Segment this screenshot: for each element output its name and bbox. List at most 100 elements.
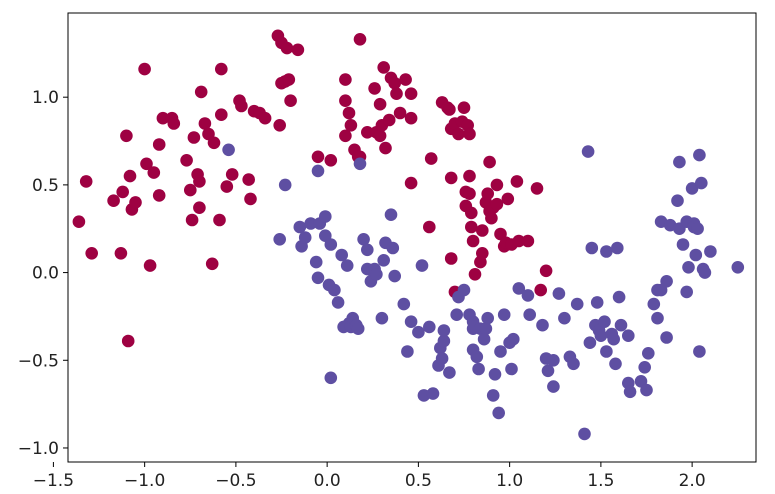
scatter-point-series1 — [468, 268, 482, 281]
scatter-point-series2 — [328, 283, 341, 297]
scatter-point-series1 — [393, 106, 407, 120]
scatter-point-series1 — [379, 141, 392, 155]
scatter-point-series2 — [435, 352, 449, 365]
scatter-point-series1 — [443, 103, 456, 116]
scatter-point-series2 — [607, 332, 620, 346]
scatter-point-series1 — [339, 129, 352, 143]
scatter-point-series2 — [412, 325, 425, 339]
scatter-point-series2 — [384, 208, 398, 221]
scatter-point-series2 — [578, 427, 591, 441]
scatter-point-series1 — [485, 211, 498, 225]
scatter-point-series1 — [483, 155, 496, 169]
points-layer — [72, 29, 745, 441]
scatter-point-series1 — [339, 73, 352, 86]
scatter-point-series1 — [121, 334, 135, 348]
scatter-point-series1 — [184, 183, 197, 197]
scatter-point-series1 — [465, 206, 478, 220]
scatter-point-series2 — [622, 329, 635, 343]
scatter-point-series2 — [609, 357, 622, 371]
scatter-point-series2 — [273, 233, 287, 246]
scatter-point-series1 — [463, 187, 476, 200]
scatter-point-series1 — [180, 154, 193, 167]
scatter-point-series2 — [731, 261, 745, 274]
scatter-point-series1 — [353, 33, 367, 46]
scatter-point-series2 — [570, 297, 584, 311]
scatter-point-series2 — [558, 311, 571, 325]
scatter-point-series1 — [311, 150, 325, 164]
scatter-point-series1 — [424, 152, 438, 165]
scatter-point-series2 — [497, 308, 511, 322]
scatter-point-series1 — [152, 138, 166, 151]
scatter-point-series2 — [353, 157, 367, 171]
scatter-point-series1 — [244, 192, 257, 206]
scatter-point-series1 — [452, 127, 465, 141]
x-tick-label: 0.5 — [405, 471, 432, 491]
scatter-point-series2 — [472, 362, 485, 376]
scatter-point-series2 — [660, 331, 673, 344]
scatter-point-series1 — [198, 117, 212, 130]
scatter-point-series1 — [116, 185, 129, 199]
scatter-point-series1 — [339, 94, 352, 107]
scatter-point-series1 — [213, 213, 226, 227]
scatter-point-series2 — [397, 297, 411, 311]
y-tick-label: 0.0 — [32, 264, 59, 284]
scatter-point-series1 — [368, 82, 381, 95]
scatter-point-series2 — [340, 259, 354, 272]
scatter-point-series1 — [215, 62, 228, 76]
scatter-point-series2 — [594, 329, 608, 343]
scatter-point-series1 — [510, 175, 524, 188]
scatter-point-series2 — [377, 253, 391, 267]
scatter-point-series2 — [426, 387, 440, 400]
scatter-point-series1 — [342, 106, 356, 120]
scatter-point-series1 — [225, 168, 239, 181]
scatter-point-series2 — [536, 318, 549, 332]
scatter-point-series2 — [693, 148, 706, 162]
scatter-point-series1 — [373, 97, 387, 111]
scatter-point-series1 — [399, 73, 412, 86]
scatter-point-series2 — [671, 194, 684, 207]
scatter-point-series2 — [590, 296, 604, 309]
scatter-point-series2 — [512, 282, 526, 295]
scatter-point-series2 — [685, 182, 699, 195]
ticks-layer: −1.5 −1.0 −0.5 0.0 0.5 1.0 1.5 2.0 −1.0 −0.5 0.0 0.… — [18, 88, 706, 491]
scatter-point-series2 — [311, 271, 325, 285]
scatter-point-series1 — [194, 85, 208, 99]
scatter-point-series2 — [324, 371, 338, 385]
scatter-point-series1 — [280, 41, 294, 55]
scatter-point-series1 — [187, 131, 201, 144]
scatter-point-series1 — [120, 129, 133, 143]
scatter-point-series1 — [140, 157, 153, 171]
scatter-point-series1 — [476, 224, 489, 237]
scatter-point-series2 — [581, 145, 595, 158]
scatter-point-series2 — [481, 311, 495, 325]
scatter-point-series2 — [361, 243, 374, 257]
scatter-point-series2 — [293, 220, 307, 234]
scatter-point-series2 — [311, 164, 325, 178]
scatter-point-series1 — [388, 76, 402, 90]
scatter-point-series1 — [215, 108, 228, 121]
scatter-point-series2 — [443, 366, 456, 379]
scatter-point-series2 — [437, 334, 451, 348]
scatter-point-series2 — [523, 308, 536, 322]
scatter-point-series1 — [534, 283, 547, 297]
scatter-point-series2 — [331, 296, 345, 309]
scatter-point-series1 — [193, 201, 206, 214]
scatter-point-series2 — [680, 285, 693, 299]
scatter-point-series2 — [614, 318, 628, 332]
scatter-point-series2 — [309, 255, 323, 269]
scatter-point-series2 — [660, 275, 673, 288]
scatter-point-series2 — [567, 357, 580, 371]
scatter-point-series1 — [390, 87, 403, 100]
x-tick-label: 2.0 — [679, 471, 706, 491]
scatter-point-series2 — [647, 297, 661, 311]
scatter-point-series1 — [107, 194, 120, 207]
scatter-point-series2 — [673, 155, 686, 169]
scatter-point-series2 — [695, 176, 708, 190]
scatter-point-series1 — [72, 215, 86, 228]
scatter-point-series1 — [156, 111, 170, 125]
scatter-point-series1 — [382, 113, 396, 127]
scatter-point-series2 — [494, 345, 507, 358]
y-tick-label: 1.0 — [32, 88, 59, 108]
scatter-point-series2 — [583, 336, 597, 350]
scatter-point-series2 — [457, 283, 471, 297]
